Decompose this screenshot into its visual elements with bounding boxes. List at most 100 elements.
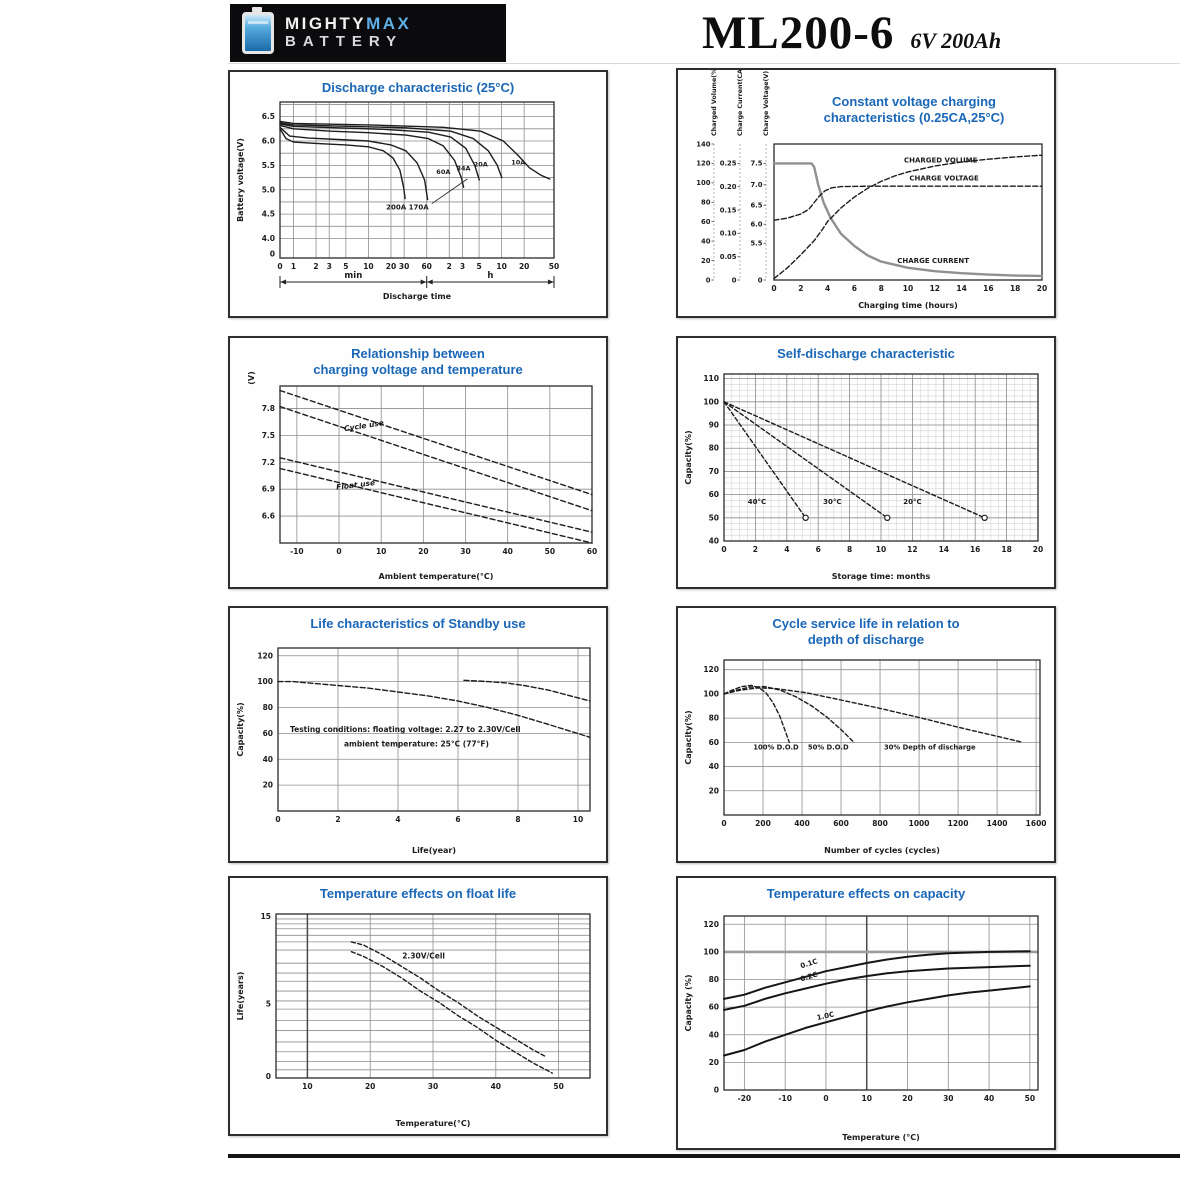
svg-text:ambient temperature: 25°C (77°: ambient temperature: 25°C (77°F) <box>344 739 489 748</box>
svg-text:1000: 1000 <box>909 819 930 828</box>
svg-text:200: 200 <box>755 819 771 828</box>
svg-text:20A: 20A <box>474 160 488 168</box>
svg-text:4: 4 <box>395 815 400 824</box>
chart-self-discharge: Self-discharge characteristic 40°C 30°C 20… <box>676 336 1056 589</box>
svg-text:40: 40 <box>502 547 512 556</box>
svg-text:Temperature(°C): Temperature(°C) <box>396 1119 471 1128</box>
svg-text:100% D.O.D: 100% D.O.D <box>753 744 799 752</box>
svg-text:0: 0 <box>758 276 763 284</box>
svg-text:120: 120 <box>703 920 719 929</box>
svg-text:Temperature (°C): Temperature (°C) <box>842 1133 920 1142</box>
series-100%-d.o.d <box>723 684 791 744</box>
svg-text:10A: 10A <box>511 158 525 166</box>
svg-text:Storage time: months: Storage time: months <box>832 572 931 581</box>
svg-text:100: 100 <box>257 677 273 686</box>
svg-text:14: 14 <box>956 284 966 293</box>
svg-text:CHARGED VOLUME: CHARGED VOLUME <box>904 156 978 164</box>
svg-text:2: 2 <box>753 545 758 554</box>
svg-text:34A: 34A <box>457 164 471 172</box>
series-pointer-line <box>431 178 468 204</box>
svg-text:50: 50 <box>709 513 719 522</box>
series-charge-current <box>772 162 1044 278</box>
series-cycle-use-upper <box>279 389 593 496</box>
svg-text:(V): (V) <box>247 371 256 385</box>
svg-text:200A 170A: 200A 170A <box>386 203 429 211</box>
chart-title: Constant voltage charging characteristic… <box>823 94 1005 126</box>
brand-text: MIGHTYMAX BATTERY <box>285 14 411 52</box>
svg-text:6.0: 6.0 <box>750 221 762 229</box>
chart-title: Self-discharge characteristic <box>777 346 955 361</box>
svg-text:1400: 1400 <box>987 819 1008 828</box>
svg-text:7.8: 7.8 <box>262 404 275 413</box>
chart-title: Temperature effects on capacity <box>766 886 966 901</box>
svg-text:40: 40 <box>984 1094 994 1103</box>
svg-text:120: 120 <box>703 665 719 674</box>
svg-text:6: 6 <box>455 815 460 824</box>
svg-text:12: 12 <box>930 284 940 293</box>
svg-text:50: 50 <box>1025 1094 1035 1103</box>
series-200a <box>279 128 406 200</box>
series-charged-volume <box>773 154 1043 280</box>
svg-text:4: 4 <box>825 284 830 293</box>
series-float-use-upper <box>279 457 593 533</box>
brand-logo: MIGHTYMAX BATTERY <box>230 4 506 62</box>
svg-text:6.5: 6.5 <box>750 202 762 210</box>
svg-text:5: 5 <box>476 262 481 271</box>
svg-text:20: 20 <box>902 1094 912 1103</box>
svg-text:2: 2 <box>447 262 452 271</box>
svg-text:60: 60 <box>587 547 597 556</box>
svg-text:20: 20 <box>701 257 711 265</box>
svg-text:3: 3 <box>460 262 465 271</box>
svg-text:60: 60 <box>701 218 711 226</box>
chart-title: Temperature effects on float life <box>319 886 517 901</box>
svg-text:90: 90 <box>709 421 719 430</box>
svg-text:0: 0 <box>732 276 737 284</box>
svg-text:40: 40 <box>709 537 719 546</box>
svg-text:Discharge time: Discharge time <box>383 292 452 301</box>
header-divider <box>228 63 1180 64</box>
svg-text:10: 10 <box>903 284 913 293</box>
svg-text:12: 12 <box>907 545 917 554</box>
svg-text:Capacity (%): Capacity (%) <box>684 974 693 1031</box>
chart-charging-voltage-vs-temperature: Relationship between charging voltage an… <box>228 336 608 589</box>
svg-text:0: 0 <box>771 284 776 293</box>
chart-title: Cycle service life in relation to depth … <box>772 616 960 648</box>
svg-text:60: 60 <box>421 262 431 271</box>
svg-text:0: 0 <box>823 1094 828 1103</box>
svg-text:-10: -10 <box>290 547 304 556</box>
series-1.0c <box>723 985 1031 1057</box>
svg-text:40°C: 40°C <box>748 498 766 506</box>
chart-cycle-service-life: Cycle service life in relation to depth … <box>676 606 1056 863</box>
svg-text:40: 40 <box>701 237 711 245</box>
svg-text:40: 40 <box>491 1082 501 1091</box>
svg-text:0.25: 0.25 <box>720 160 737 168</box>
chart-temperature-capacity: Temperature effects on capacity 0.1C 0.2C… <box>676 876 1056 1150</box>
svg-text:14: 14 <box>939 545 949 554</box>
svg-text:0.1C: 0.1C <box>799 957 818 970</box>
svg-text:60: 60 <box>709 738 719 747</box>
series-float-use-lower <box>279 467 593 544</box>
svg-text:-10: -10 <box>778 1094 792 1103</box>
svg-text:60: 60 <box>263 729 273 738</box>
voltage-capacity-spec: 6V 200Ah <box>910 28 1002 53</box>
chart-title: Life characteristics of Standby use <box>310 616 526 631</box>
series-20-c <box>723 401 986 519</box>
svg-text:8: 8 <box>879 284 884 293</box>
svg-text:20: 20 <box>1033 545 1043 554</box>
svg-text:6.9: 6.9 <box>262 485 275 494</box>
svg-text:0: 0 <box>270 250 275 259</box>
svg-text:40: 40 <box>263 755 273 764</box>
svg-text:0: 0 <box>721 545 726 554</box>
series-standby-life-lower <box>277 680 591 739</box>
svg-text:Ambient temperature(°C): Ambient temperature(°C) <box>379 572 494 581</box>
svg-text:Number of cycles (cycles): Number of cycles (cycles) <box>824 846 940 855</box>
svg-text:CHARGE CURRENT: CHARGE CURRENT <box>897 257 969 265</box>
svg-text:120: 120 <box>257 651 273 660</box>
svg-text:5: 5 <box>266 1000 271 1009</box>
svg-text:20: 20 <box>418 547 428 556</box>
chart-constant-voltage-charging: Constant voltage charging characteristic… <box>676 68 1056 318</box>
series-cycle-use-lower <box>279 405 593 512</box>
